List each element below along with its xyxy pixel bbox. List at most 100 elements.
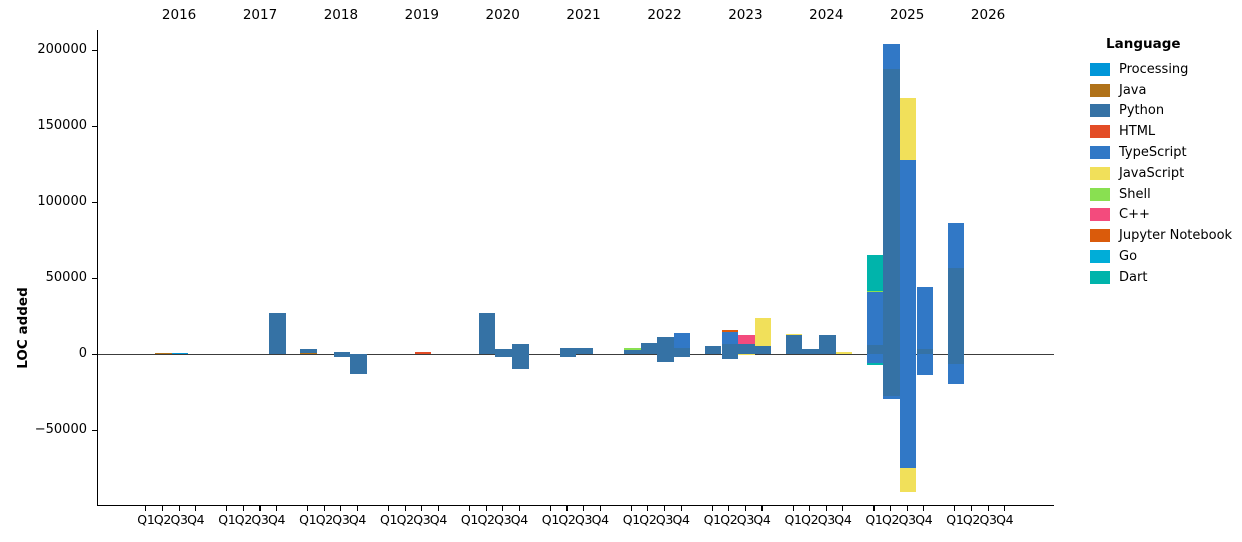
bar-segment-typescript	[899, 160, 917, 355]
bar-segment-typescript	[899, 354, 917, 468]
quarter-label: Q2	[234, 512, 253, 527]
x-axis-tick	[145, 506, 147, 511]
legend-swatch-icon	[1090, 270, 1110, 284]
bar-segment-python	[883, 354, 900, 397]
bar-segment-java	[300, 352, 317, 355]
bar-segment-python	[559, 347, 577, 355]
x-axis-tick	[485, 506, 487, 511]
quarter-label: Q4	[915, 512, 933, 527]
year-label: 2022	[647, 7, 682, 23]
bar-segment-python	[883, 68, 900, 355]
bar-segment-python	[269, 312, 286, 355]
legend-entry-label: Go	[1119, 249, 1138, 265]
legend-swatch-icon	[1090, 62, 1110, 76]
quarter-label: Q4	[510, 512, 529, 527]
x-axis-tick	[873, 506, 875, 511]
legend: Language Processing Java Python HTML TypeScr…	[1090, 36, 1240, 288]
quarter-label: Q2	[962, 512, 981, 527]
bar-segment-python	[478, 312, 496, 355]
legend-entry-java: Java	[1090, 80, 1240, 101]
x-axis-tick	[195, 506, 197, 511]
x-axis-tick	[468, 506, 471, 511]
y-axis-tick-label: 200000	[37, 42, 87, 58]
bar-segment-java	[155, 352, 172, 355]
x-axis-tick	[259, 506, 261, 511]
quarter-label: Q3	[898, 512, 917, 527]
x-axis-tick	[761, 506, 763, 511]
quarter-label: Q3	[413, 512, 431, 527]
legend-swatch-icon	[1090, 208, 1110, 222]
legend-entry-javascript: JavaScript	[1090, 163, 1240, 184]
x-axis-tick	[809, 506, 811, 511]
bar-segment-python	[866, 345, 884, 355]
quarter-label: Q1	[299, 512, 317, 527]
legend-swatch-icon	[1090, 166, 1110, 180]
bar-segment-typescript	[916, 286, 934, 349]
quarter-label: Q3	[574, 512, 593, 527]
quarter-label: Q1	[622, 512, 641, 527]
x-axis-tick	[906, 506, 908, 511]
bar-segment-python	[738, 343, 755, 355]
quarter-label: Q2	[639, 512, 657, 527]
bar-segment-javascript	[835, 352, 853, 355]
quarter-label: Q3	[736, 512, 755, 527]
legend-entry-label: Dart	[1119, 269, 1148, 285]
quarter-label: Q1	[946, 512, 964, 527]
legend-items: Processing Java Python HTML TypeScript JavaSc…	[1090, 59, 1240, 288]
bar-segment-typescript	[883, 43, 900, 69]
x-axis-tick	[404, 506, 406, 511]
x-axis-tick	[178, 506, 180, 511]
quarter-label: Q2	[558, 512, 576, 527]
x-axis-tick	[437, 506, 439, 511]
legend-entry-label: Jupyter Notebook	[1119, 228, 1233, 244]
quarter-label: Q4	[429, 512, 448, 527]
bar-segment-typescript	[866, 292, 884, 346]
legend-entry-label: Processing	[1119, 61, 1189, 77]
legend-entry-typescript: TypeScript	[1090, 142, 1240, 163]
quarter-label: Q3	[332, 512, 350, 527]
legend-entry-label: Shell	[1119, 186, 1151, 202]
quarter-label: Q1	[379, 512, 398, 527]
legend-swatch-icon	[1090, 104, 1110, 118]
bar-segment-python	[802, 348, 819, 355]
legend-entry-label: TypeScript	[1119, 145, 1187, 161]
y-axis-tick	[91, 49, 97, 51]
bar-segment-python	[819, 334, 836, 355]
legend-swatch-icon	[1090, 250, 1110, 264]
legend-entry-label: HTML	[1119, 124, 1156, 140]
x-axis-tick	[663, 506, 666, 511]
x-axis-tick	[502, 506, 504, 511]
bar-segment-python	[947, 267, 965, 355]
bar-segment-python	[333, 354, 351, 357]
x-axis-tick	[356, 506, 359, 511]
bar-segment-python	[300, 349, 317, 353]
x-axis-tick	[307, 506, 309, 511]
plot-area	[97, 30, 1054, 506]
quarter-label: Q4	[672, 512, 690, 527]
x-axis-tick	[825, 506, 827, 511]
year-label: 2020	[485, 7, 520, 23]
y-axis-tick	[91, 277, 97, 279]
year-label: 2023	[728, 7, 763, 23]
x-axis-tick	[890, 506, 892, 511]
bar-segment-python	[721, 343, 739, 355]
x-axis-tick	[680, 506, 682, 511]
bar-segment-python	[721, 354, 739, 359]
quarter-label: Q1	[541, 512, 560, 527]
x-axis-tick	[842, 506, 844, 511]
y-axis-tick-label: −50000	[34, 422, 87, 438]
quarter-label: Q3	[494, 512, 512, 527]
y-axis-tick	[91, 429, 97, 431]
year-label: 2016	[161, 7, 197, 23]
x-axis-tick	[630, 506, 632, 511]
quarter-label: Q1	[137, 512, 155, 527]
year-label: 2021	[566, 7, 601, 23]
bar-segment-javascript	[785, 334, 803, 336]
quarter-label: Q4	[348, 512, 367, 527]
bar-segment-python	[512, 354, 529, 369]
bar-segment-python	[673, 348, 691, 355]
legend-entry-html: HTML	[1090, 121, 1240, 142]
legend-entry-python: Python	[1090, 101, 1240, 122]
bar-segment-javascript	[738, 354, 755, 356]
x-axis-tick	[1004, 506, 1006, 511]
